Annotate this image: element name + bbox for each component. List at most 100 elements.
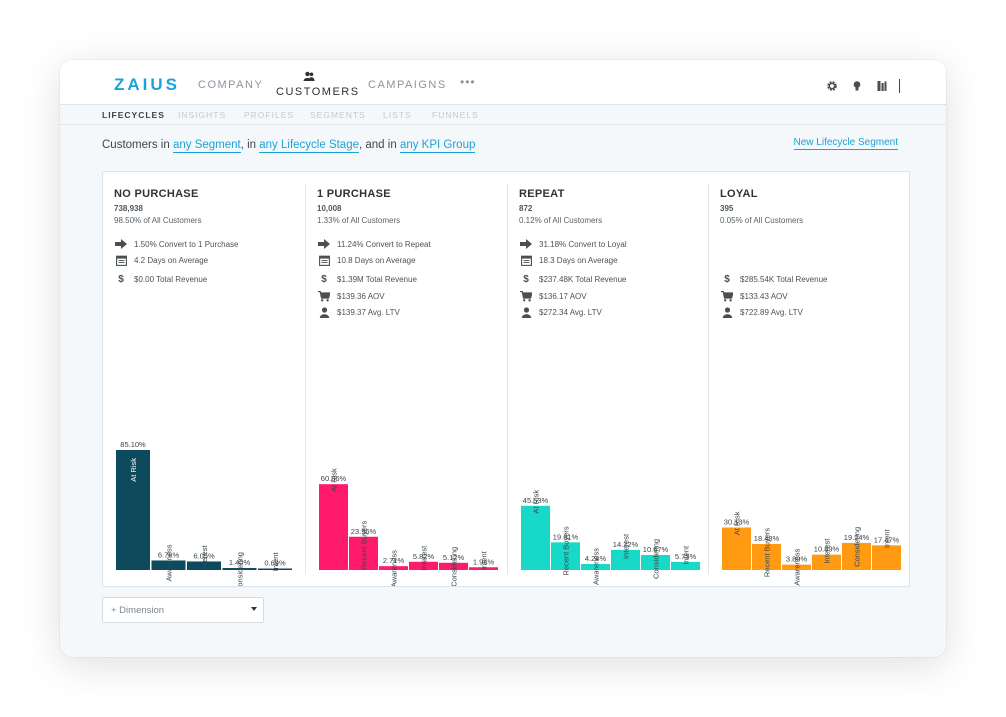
stage-stat-row: $ $237.48K Total Revenue — [519, 273, 626, 285]
stage-chart: 45.53%At Risk 19.61%Recent Buyers 4.24%Awa… — [521, 490, 700, 585]
chart-bar[interactable] — [722, 527, 751, 570]
stage-title: NO PURCHASE — [114, 188, 199, 200]
new-lifecycle-segment-link[interactable]: New Lifecycle Segment — [793, 137, 898, 150]
chart-bar[interactable] — [151, 560, 186, 570]
arrow-right-icon — [317, 238, 331, 250]
chart-bar[interactable] — [349, 536, 378, 570]
stage-count: 395 — [720, 204, 734, 213]
stage-chart: 60.86%At Risk 23.56%Recent Buyers 2.71%Awa… — [319, 468, 498, 586]
person-icon — [720, 306, 734, 318]
stage-count: 10,008 — [317, 204, 342, 213]
chart-bar[interactable] — [319, 484, 348, 570]
subnav-profiles[interactable]: PROFILES — [244, 110, 295, 120]
chart-value-label: 4.24% — [585, 554, 607, 563]
subnav-segments[interactable]: SEGMENTS — [310, 110, 366, 120]
chart-bar[interactable] — [812, 554, 841, 570]
stage-stat-text: 10.8 Days on Average — [337, 255, 416, 265]
stage-stat-row: 10.8 Days on Average — [317, 254, 416, 266]
nav-company[interactable]: COMPANY — [198, 79, 264, 91]
chart-value-label: 30.13% — [724, 518, 750, 527]
kpi-group-filter-link[interactable]: any KPI Group — [399, 139, 476, 153]
chart-bar[interactable] — [872, 545, 901, 570]
chart-bar[interactable] — [611, 549, 640, 570]
calendar-icon — [519, 254, 533, 266]
stage-count: 738,938 — [114, 204, 143, 213]
gear-icon[interactable] — [826, 80, 838, 92]
dimension-dropdown[interactable]: + Dimension — [102, 597, 264, 623]
chart-category-label: Considering — [236, 552, 245, 586]
chart-bar[interactable] — [409, 561, 438, 570]
chart-category-label: Interest — [622, 533, 631, 559]
subnav-lists[interactable]: LISTS — [383, 110, 412, 120]
arrow-right-icon — [114, 238, 128, 250]
app-window: ZAIUS COMPANY CUSTOMERS CAMPAIGNS ••• LI… — [60, 60, 946, 657]
segment-filter-link[interactable]: any Segment — [172, 139, 241, 153]
nav-customers[interactable]: CUSTOMERS — [276, 86, 360, 98]
chart-bar[interactable] — [842, 542, 871, 570]
chart-category-label: Awareness — [165, 544, 174, 581]
stage-stat-row: $ $285.54K Total Revenue — [720, 273, 827, 285]
stage-stat-text: 4.2 Days on Average — [134, 255, 209, 265]
stage-title: REPEAT — [519, 188, 565, 200]
subnav-lifecycles[interactable]: LIFECYCLES — [102, 110, 165, 120]
chart-value-label: 6.05% — [193, 551, 215, 560]
chart-bar[interactable] — [469, 567, 498, 570]
chart-bar[interactable] — [782, 564, 811, 570]
dollar-icon: $ — [118, 273, 124, 285]
stage-chart: 30.13%At Risk 18.48%Recent Buyers 3.80%Awa… — [722, 511, 901, 586]
chart-category-label: Awareness — [592, 548, 601, 585]
chevron-down-icon — [251, 607, 257, 611]
chart-bar[interactable] — [551, 542, 580, 570]
stage-chart: 85.10% At Risk 6.76%Awareness 6.05%Interest… — [116, 440, 292, 586]
sub-navigation: LIFECYCLES INSIGHTS PROFILES SEGMENTS LI… — [60, 105, 946, 125]
lightbulb-icon[interactable] — [851, 80, 863, 92]
calendar-icon — [114, 254, 128, 266]
subnav-insights[interactable]: INSIGHTS — [178, 110, 227, 120]
stage-stat-text: $722.89 Avg. LTV — [740, 307, 803, 317]
lifecycle-panel: NO PURCHASE 738,938 98.50% of All Custom… — [102, 171, 910, 587]
column-divider — [708, 184, 709, 574]
stage-stat-text: $285.54K Total Revenue — [740, 274, 828, 284]
chart-value-label: 1.40% — [229, 558, 251, 567]
stage-column-repeat: REPEAT 872 0.12% of All Customers 31.18%… — [508, 172, 708, 586]
chart-bar[interactable] — [581, 564, 610, 570]
stage-percentage: 1.33% of All Customers — [317, 216, 401, 225]
nav-campaigns[interactable]: CAMPAIGNS — [368, 79, 447, 91]
stage-stat-text: $139.37 Avg. LTV — [337, 307, 400, 317]
chart-category-label: Awareness — [390, 550, 399, 586]
stage-stat-row: $ $0.00 Total Revenue — [114, 273, 207, 285]
chart-value-label: 10.67% — [643, 545, 669, 554]
chart-bar[interactable] — [439, 562, 468, 570]
chart-bar[interactable] — [379, 566, 408, 570]
cart-icon — [519, 290, 533, 302]
chart-bar[interactable] — [641, 554, 670, 570]
chart-bar[interactable] — [521, 505, 550, 570]
chart-bar[interactable] — [187, 561, 221, 570]
chart-value-label: 85.10% — [120, 440, 146, 449]
subnav-funnels[interactable]: FUNNELS — [432, 110, 479, 120]
person-icon — [317, 306, 331, 318]
stage-title: LOYAL — [720, 188, 758, 200]
chart-value-label: 1.94% — [473, 557, 495, 566]
chart-bar[interactable] — [258, 568, 292, 571]
stage-stat-row: 11.24% Convert to Repeat — [317, 238, 431, 250]
more-menu-icon[interactable]: ••• — [460, 75, 476, 89]
chart-bar[interactable] — [116, 450, 150, 570]
stage-column-1-purchase: 1 PURCHASE 10,008 1.33% of All Customers… — [306, 172, 507, 586]
stage-stat-text: $272.34 Avg. LTV — [539, 307, 602, 317]
zaius-logo[interactable]: ZAIUS — [114, 75, 180, 94]
lifecycle-stage-filter-link[interactable]: any Lifecycle Stage — [259, 139, 359, 153]
stage-stat-text: $1.39M Total Revenue — [337, 274, 417, 284]
column-divider — [305, 184, 306, 574]
building-icon[interactable] — [876, 80, 888, 92]
chart-category-label: Recent Buyers — [562, 526, 571, 575]
chart-value-label: 10.89% — [814, 545, 840, 554]
chart-value-label: 5.73% — [675, 552, 697, 561]
stage-stat-row: 31.18% Convert to Loyal — [519, 238, 627, 250]
chart-value-label: 5.12% — [443, 553, 465, 562]
chart-bar[interactable] — [222, 568, 257, 570]
stage-stat-text: $136.17 AOV — [539, 291, 587, 301]
chart-bar[interactable] — [752, 543, 781, 570]
stage-stat-text: 11.24% Convert to Repeat — [337, 239, 431, 249]
chart-bar[interactable] — [671, 561, 700, 570]
